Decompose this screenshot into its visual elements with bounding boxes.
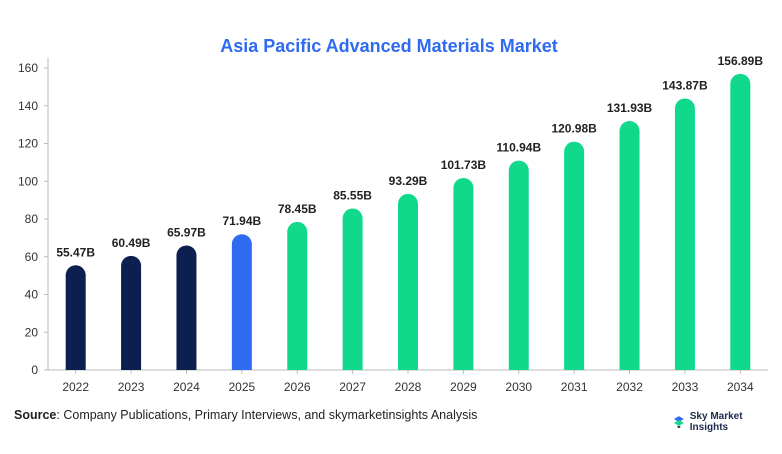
bar-2022: [65, 265, 86, 370]
bar-2033: [674, 98, 695, 370]
x-tick-label: 2034: [727, 380, 754, 394]
y-tick-label: 80: [25, 212, 39, 226]
data-label: 143.87B: [662, 78, 708, 92]
y-tick-label: 160: [18, 61, 38, 75]
data-labels: 55.47B 60.49B 65.97B 71.94B 78.45B 85.55B 93.2…: [56, 54, 763, 259]
x-axis-ticks: 2022 2023 2024 2025 2026 2027 2028 2029 2030 2031…: [62, 370, 754, 394]
y-tick-label: 60: [25, 250, 39, 264]
x-tick-label: 2022: [62, 380, 89, 394]
bar-2025: [231, 234, 252, 370]
x-tick-label: 2028: [395, 380, 422, 394]
source-text: : Company Publications, Primary Intervie…: [56, 408, 478, 422]
data-label: 65.97B: [167, 225, 206, 239]
y-tick-label: 140: [18, 99, 38, 113]
x-tick-label: 2030: [505, 380, 532, 394]
x-tick-label: 2024: [173, 380, 200, 394]
x-tick-label: 2026: [284, 380, 311, 394]
brand-name: Sky Market Insights: [689, 411, 743, 433]
bar-2029: [453, 177, 474, 370]
y-tick-label: 0: [31, 363, 38, 377]
bar-2023: [121, 255, 142, 370]
sky-market-insights-logo-icon: [673, 416, 684, 429]
x-tick-label: 2023: [118, 380, 145, 394]
bar-2034: [730, 73, 751, 371]
x-tick-label: 2027: [339, 380, 366, 394]
bar-chart: Asia Pacific Advanced Materials Market 0…: [18, 36, 768, 394]
data-label: 93.29B: [389, 174, 428, 188]
data-label: 110.94B: [496, 141, 541, 155]
x-tick-label: 2032: [616, 380, 643, 394]
data-label: 78.45B: [278, 202, 317, 216]
brand-logo: Sky Market Insights: [672, 411, 782, 433]
bar-2030: [508, 160, 529, 370]
data-label: 156.89B: [718, 54, 764, 68]
y-tick-label: 40: [25, 288, 39, 302]
x-tick-label: 2033: [672, 380, 699, 394]
bars: [65, 73, 751, 371]
data-label: 71.94B: [222, 214, 261, 228]
y-axis-ticks: 0 20 40 60 80 100 120 140 160: [18, 61, 48, 377]
x-tick-label: 2031: [561, 380, 588, 394]
bar-2024: [176, 245, 197, 370]
data-label: 101.73B: [441, 158, 487, 172]
data-label: 55.47B: [56, 245, 95, 259]
source-note: Source: Company Publications, Primary In…: [14, 408, 477, 422]
data-label: 120.98B: [551, 122, 597, 136]
y-tick-label: 100: [18, 174, 38, 188]
bar-2026: [287, 221, 308, 370]
bar-2028: [398, 193, 418, 370]
x-tick-label: 2029: [450, 380, 477, 394]
bar-2031: [564, 141, 585, 370]
bar-2032: [619, 120, 640, 370]
y-tick-label: 120: [18, 137, 38, 151]
y-tick-label: 20: [25, 325, 39, 339]
x-tick-label: 2025: [228, 380, 255, 394]
data-label: 85.55B: [333, 189, 372, 203]
source-label: Source: [14, 408, 57, 422]
data-label: 60.49B: [112, 236, 151, 250]
bar-2027: [342, 208, 363, 370]
data-label: 131.93B: [607, 101, 653, 115]
chart-title: Asia Pacific Advanced Materials Market: [220, 36, 557, 56]
